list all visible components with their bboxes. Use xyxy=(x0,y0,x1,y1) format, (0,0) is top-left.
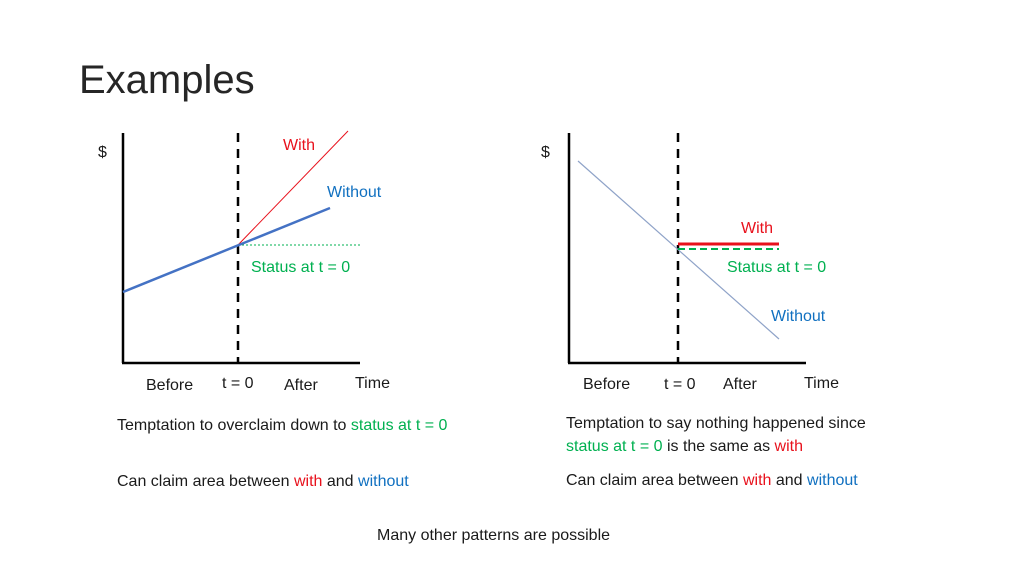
right-caption-and: and xyxy=(771,472,808,489)
right-tick-before: Before xyxy=(583,376,630,393)
right-caption-without-term: without xyxy=(807,472,858,489)
right-y-axis-label: $ xyxy=(541,144,550,161)
left-tick-after: After xyxy=(284,377,318,394)
right-caption-temptation: Temptation to say nothing happened since… xyxy=(566,412,866,458)
left-caption-with-term: with xyxy=(293,473,323,490)
left-tick-before: Before xyxy=(146,377,193,394)
left-x-axis-label: Time xyxy=(355,375,390,392)
left-caption-temptation-prefix: Temptation to overclaim down to xyxy=(117,417,351,434)
left-status-label: Status at t = 0 xyxy=(251,259,350,276)
right-x-axis-label: Time xyxy=(804,375,839,392)
right-tick-after: After xyxy=(723,376,757,393)
right-caption-with-term: with xyxy=(774,438,803,455)
right-without-label: Without xyxy=(771,308,826,325)
right-caption-claim-area: Can claim area between with and without xyxy=(566,469,858,492)
right-diagram: $ With Status at t = 0 Without Before t … xyxy=(541,133,839,393)
left-with-label: With xyxy=(283,137,315,154)
left-without-label: Without xyxy=(327,184,382,201)
right-caption-line1: Temptation to say nothing happened since xyxy=(566,415,866,432)
slide-title: Examples xyxy=(79,58,255,102)
footer-note: Many other patterns are possible xyxy=(377,527,611,544)
right-caption-claim-prefix: Can claim area between xyxy=(566,472,743,489)
right-tick-t0: t = 0 xyxy=(664,376,696,393)
left-with-line xyxy=(237,130,349,246)
left-caption-claim-area: Can claim area between with and without xyxy=(117,470,409,493)
left-caption-status-term: status at t = 0 xyxy=(350,417,448,434)
left-y-axis-label: $ xyxy=(98,144,107,161)
left-caption-and: and xyxy=(322,473,359,490)
right-caption-with-term-2: with xyxy=(742,472,772,489)
left-caption-without-term: without xyxy=(358,473,409,490)
left-without-line xyxy=(122,206,331,294)
right-status-label: Status at t = 0 xyxy=(727,259,826,276)
left-tick-t0: t = 0 xyxy=(222,375,254,392)
right-caption-line2: status at t = 0 is the same as with xyxy=(566,435,866,458)
right-caption-same-as: is the same as xyxy=(662,438,775,455)
left-caption-temptation: Temptation to overclaim down to status a… xyxy=(117,414,447,437)
left-diagram: $ With Without Status at t = 0 Before t … xyxy=(98,130,390,394)
right-caption-status-term: status at t = 0 xyxy=(566,438,663,455)
left-caption-claim-prefix: Can claim area between xyxy=(117,473,294,490)
right-with-label: With xyxy=(741,220,773,237)
